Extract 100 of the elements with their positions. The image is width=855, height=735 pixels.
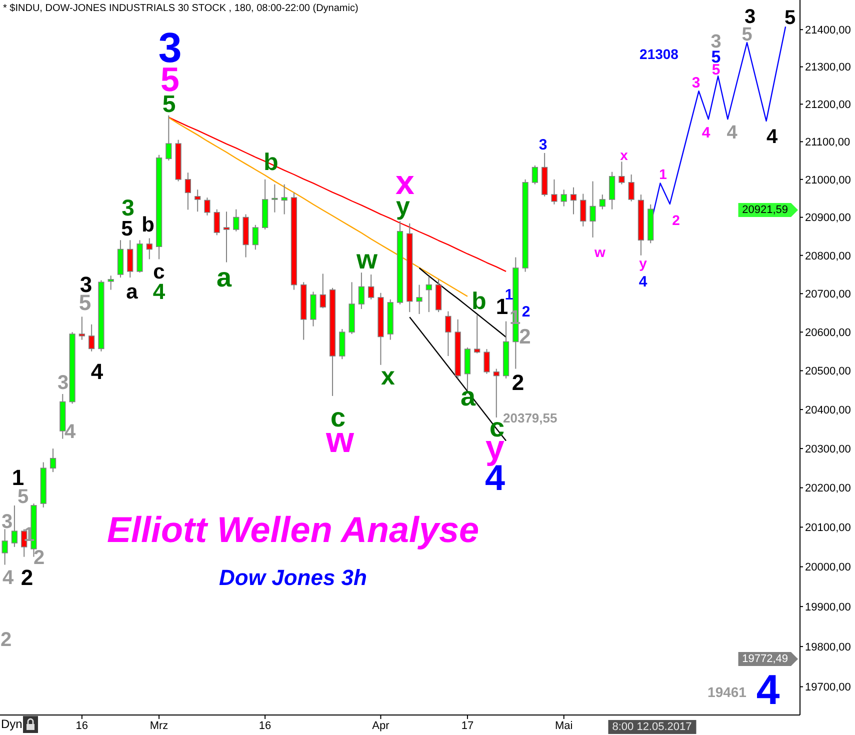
- annotation: x: [381, 362, 395, 390]
- y-tick-label: 20700,00: [805, 288, 851, 301]
- annotation: 1: [659, 166, 667, 182]
- annotation: w: [356, 244, 378, 274]
- annotation: 4: [702, 124, 710, 142]
- text: Dyn: [1, 717, 22, 731]
- annotation: 3: [538, 136, 548, 154]
- y-tick-label: 21000,00: [805, 174, 851, 186]
- candlestick: [580, 193, 586, 227]
- line-series: [168, 117, 468, 297]
- x-tick-label: Apr: [372, 720, 390, 732]
- candlestick: [551, 178, 558, 205]
- annotation: 3: [1, 511, 13, 533]
- annotation: 4: [90, 359, 104, 384]
- annotation: 20379,55: [503, 410, 558, 426]
- candlestick: [50, 448, 56, 473]
- annotation: 1: [23, 524, 35, 546]
- y-tick-label: 21400,00: [805, 24, 851, 37]
- annotation: a: [126, 280, 138, 304]
- annotation: Elliott Wellen Analyse: [106, 509, 480, 550]
- y-tick-label: 20900,00: [805, 212, 851, 224]
- annotation: b: [142, 214, 154, 236]
- annotation: w: [594, 244, 606, 260]
- y-tick-label: 20800,00: [805, 250, 851, 262]
- candlestick: [358, 272, 364, 310]
- annotation: 4: [64, 421, 76, 443]
- annotation: 1: [509, 307, 521, 329]
- annotation: 1: [504, 286, 514, 304]
- annotation: b: [472, 288, 486, 315]
- annotation: 4: [2, 567, 14, 589]
- annotation: 5: [784, 7, 796, 29]
- candlestick: [233, 208, 240, 232]
- candlestick: [445, 310, 452, 357]
- annotation: x: [620, 147, 628, 163]
- annotation: 4: [756, 666, 780, 713]
- y-tick-label: 19700,00: [805, 682, 851, 694]
- y-tick-label: 21100,00: [805, 136, 850, 149]
- candlestick: [493, 368, 500, 418]
- candlestick: [368, 274, 374, 300]
- annotation: 4: [726, 122, 738, 144]
- candlestick: [108, 275, 114, 290]
- annotation: 3: [692, 74, 700, 92]
- annotation: y: [639, 255, 647, 271]
- candlestick: [560, 189, 567, 207]
- chart-title: * $INDU, DOW-JONES INDUSTRIALS 30 STOCK , 180, 08:00-22:00 (Dynamic): [3, 3, 358, 14]
- candlestick: [532, 164, 538, 185]
- annotation: 5: [712, 62, 720, 78]
- annotation: 19772,49: [738, 652, 798, 666]
- candlestick: [426, 276, 432, 313]
- candlestick: [146, 238, 152, 260]
- annotation: c: [330, 402, 346, 432]
- candlestick: [223, 211, 230, 263]
- annotation: 2: [512, 370, 524, 395]
- x-tick-label: Mrz: [150, 720, 168, 732]
- annotation: 19461: [708, 684, 746, 700]
- annotation: 3: [57, 372, 69, 394]
- candlestick: [166, 114, 172, 162]
- annotation: 2: [672, 212, 680, 228]
- candlestick: [88, 324, 95, 352]
- annotation: 20921,59: [738, 203, 798, 217]
- annotation: 2: [522, 304, 530, 320]
- candlestick: [339, 328, 346, 360]
- annotation: 2: [519, 326, 531, 348]
- candlestick: [609, 171, 616, 210]
- x-tick-label: Mai: [554, 720, 573, 732]
- candlestick: [474, 314, 480, 354]
- annotation: 5: [121, 218, 133, 240]
- line-series: [418, 267, 507, 338]
- y-tick-label: 20400,00: [805, 404, 851, 416]
- annotation: 2: [0, 629, 12, 651]
- y-tick-label: 19800,00: [805, 641, 851, 654]
- candlestick: [127, 240, 134, 278]
- candlestick: [570, 186, 577, 215]
- y-tick-label: 19900,00: [805, 601, 851, 614]
- annotation: Dow Jones 3h: [219, 565, 367, 590]
- y-tick-label: 20100,00: [805, 522, 851, 534]
- candlestick: [320, 273, 326, 309]
- candlestick: [184, 172, 191, 210]
- annotation: 2: [20, 565, 34, 590]
- annotation: 4: [638, 274, 648, 290]
- x-tick-label: 16: [258, 720, 272, 732]
- candlestick: [204, 197, 210, 216]
- candlestick: [590, 180, 596, 238]
- y-tick-label: 20500,00: [805, 366, 851, 378]
- x-tick-label: 17: [461, 720, 474, 732]
- candlestick: [599, 194, 606, 210]
- annotation: 2: [33, 547, 45, 569]
- annotation: 4: [766, 126, 778, 148]
- y-tick-label: 20000,00: [805, 562, 851, 574]
- y-tick-label: 20200,00: [805, 482, 851, 495]
- candlestick: [618, 161, 625, 185]
- candlestick: [194, 189, 201, 212]
- annotation: a: [216, 262, 232, 292]
- annotation: 21308: [640, 46, 678, 62]
- line-series: [168, 116, 507, 272]
- candlestick: [484, 348, 490, 374]
- x-tick-label: 16: [76, 720, 88, 732]
- candlestick: [11, 504, 18, 548]
- candlestick: [416, 284, 422, 314]
- y-tick-label: 20600,00: [805, 326, 851, 339]
